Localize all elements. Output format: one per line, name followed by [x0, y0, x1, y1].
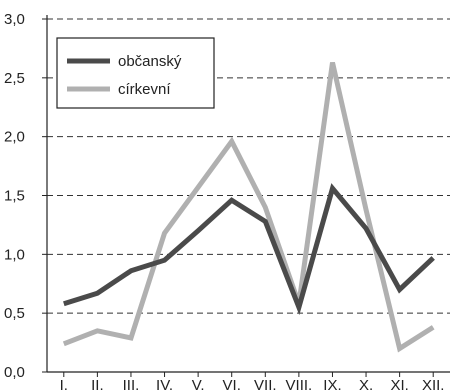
y-tick-label: 0,5 [4, 305, 25, 322]
x-tick-labels: I. II. III. IV. V. VI. VII. VIII. IX. X. XI. XII. [60, 377, 445, 392]
x-tick-label: V. [192, 377, 205, 392]
x-tick-label: IX. [323, 377, 341, 392]
x-tick-label: X. [359, 377, 373, 392]
legend-label: církevní [118, 81, 171, 98]
series-line-obcansky [63, 183, 435, 316]
x-tick-label: VI. [223, 377, 241, 392]
x-tick-label: VII. [254, 377, 277, 392]
y-tick-labels: 0,0 0,5 1,0 1,5 2,0 2,5 3,0 [4, 11, 25, 381]
series-line-cirkevni [62, 61, 435, 353]
x-tick-label: XII. [422, 377, 445, 392]
y-tick-label: 1,0 [4, 246, 25, 263]
y-tick-label: 2,0 [4, 129, 25, 146]
y-tick-label: 2,5 [4, 70, 25, 87]
legend: občanský církevní [56, 37, 215, 109]
x-tick-label: II. [91, 377, 104, 392]
y-tick-label: 3,0 [4, 11, 25, 28]
series-lines [62, 61, 435, 353]
x-tick-label: XI. [390, 377, 408, 392]
x-tick-label: VIII. [286, 377, 313, 392]
axes [42, 15, 450, 377]
x-tick-label: I. [60, 377, 68, 392]
x-tick-label: III. [123, 377, 140, 392]
y-tick-label: 1,5 [4, 188, 25, 205]
x-tick-label: IV. [156, 377, 173, 392]
legend-label: občanský [118, 53, 182, 70]
legend-box [56, 37, 215, 109]
y-tick-label: 0,0 [4, 364, 25, 381]
